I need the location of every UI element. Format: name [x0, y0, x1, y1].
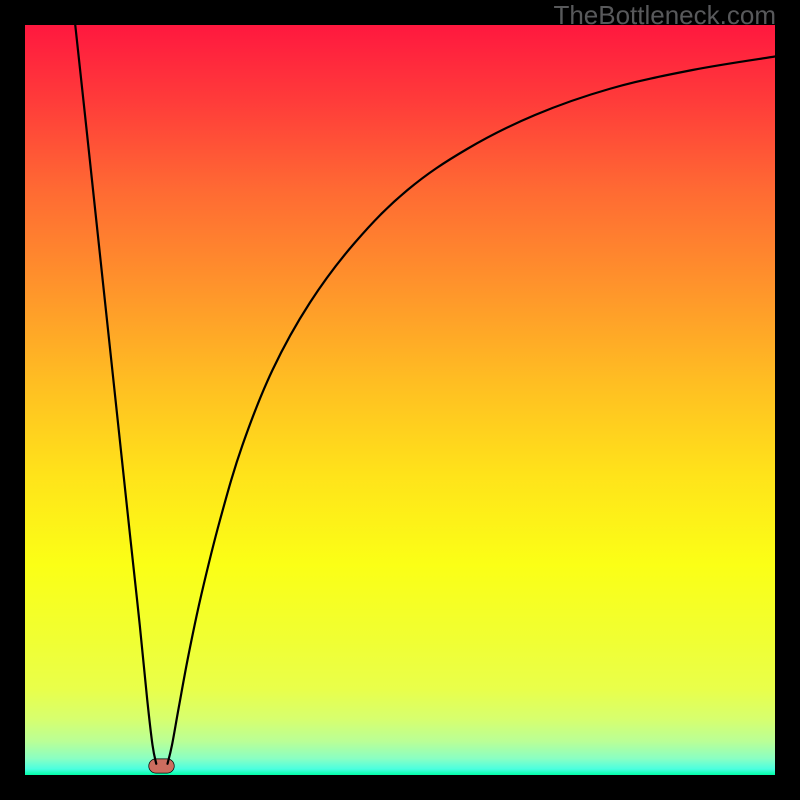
- watermark-text: TheBottleneck.com: [553, 0, 776, 31]
- left-curve: [75, 25, 156, 764]
- right-curve: [168, 57, 776, 764]
- minimum-marker: [149, 759, 175, 773]
- chart-container: TheBottleneck.com: [0, 0, 800, 800]
- plot-svg: [25, 25, 775, 775]
- plot-area: [25, 25, 775, 775]
